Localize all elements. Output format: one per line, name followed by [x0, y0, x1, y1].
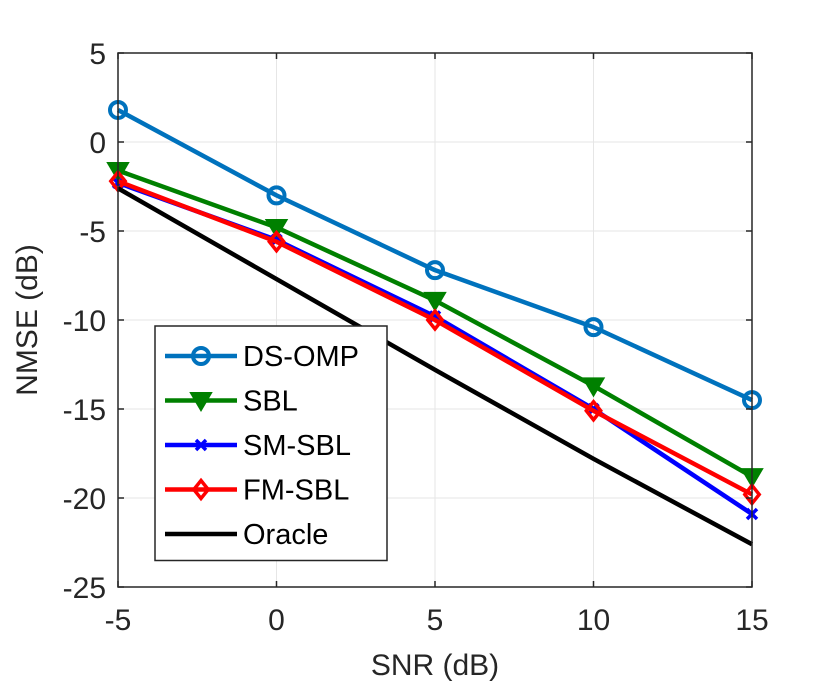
legend-label: SM-SBL: [243, 430, 351, 462]
series-lines: [106, 99, 764, 547]
x-axis-label: SNR (dB): [371, 649, 499, 682]
legend: DS-OMP SBL SM-SBL FM-SBL Oracle: [154, 325, 388, 562]
series-line: [116, 186, 754, 547]
x-tick-label: 5: [427, 604, 444, 637]
y-tick-label: -15: [63, 394, 106, 427]
series-fm-sbl: [108, 169, 762, 507]
y-tick-label: -5: [79, 216, 106, 249]
series-line: [117, 179, 754, 497]
data-point-marker: [264, 218, 289, 239]
legend-entry: SM-SBL: [165, 430, 351, 462]
series-ds-omp: [108, 99, 762, 411]
legend-marker: [191, 346, 211, 366]
y-tick-label: 0: [89, 127, 106, 160]
series-sbl: [106, 161, 764, 489]
y-tick-label: -10: [63, 305, 106, 338]
data-point-marker: [584, 398, 603, 423]
data-point-marker: [581, 377, 606, 398]
legend-entry: SBL: [165, 386, 298, 418]
data-point-marker: [583, 317, 604, 338]
series-oracle: [116, 186, 754, 547]
legend-label: DS-OMP: [243, 341, 359, 373]
y-tick-label: 5: [89, 38, 106, 71]
series-line: [116, 107, 753, 403]
legend-label: FM-SBL: [243, 475, 349, 507]
data-point-marker: [425, 260, 445, 281]
data-point-marker: [267, 229, 286, 254]
legend-marker: [189, 392, 213, 412]
y-axis-label: NMSE (dB): [11, 244, 44, 396]
x-tick-label: 10: [577, 604, 610, 637]
y-tick-label: -20: [63, 483, 106, 516]
legend-entry: DS-OMP: [165, 341, 359, 373]
data-point-marker: [423, 291, 447, 312]
x-tick-label: -5: [105, 604, 132, 637]
legend-label: SBL: [243, 386, 298, 418]
legend-label: Oracle: [243, 519, 328, 551]
legend-entry: FM-SBL: [165, 475, 349, 507]
legend-marker: [194, 438, 208, 452]
data-point-marker: [425, 308, 445, 332]
legend-entry: Oracle: [165, 519, 328, 551]
y-tick-label: -25: [63, 572, 106, 605]
x-tick-label: 0: [268, 604, 285, 637]
x-tick-label: 15: [735, 604, 768, 637]
legend-marker: [191, 477, 211, 502]
data-point-marker: [266, 185, 287, 206]
ticks: -5 0 5 10 15 5 0 -5 -10 -15 -20 -25: [63, 38, 769, 637]
